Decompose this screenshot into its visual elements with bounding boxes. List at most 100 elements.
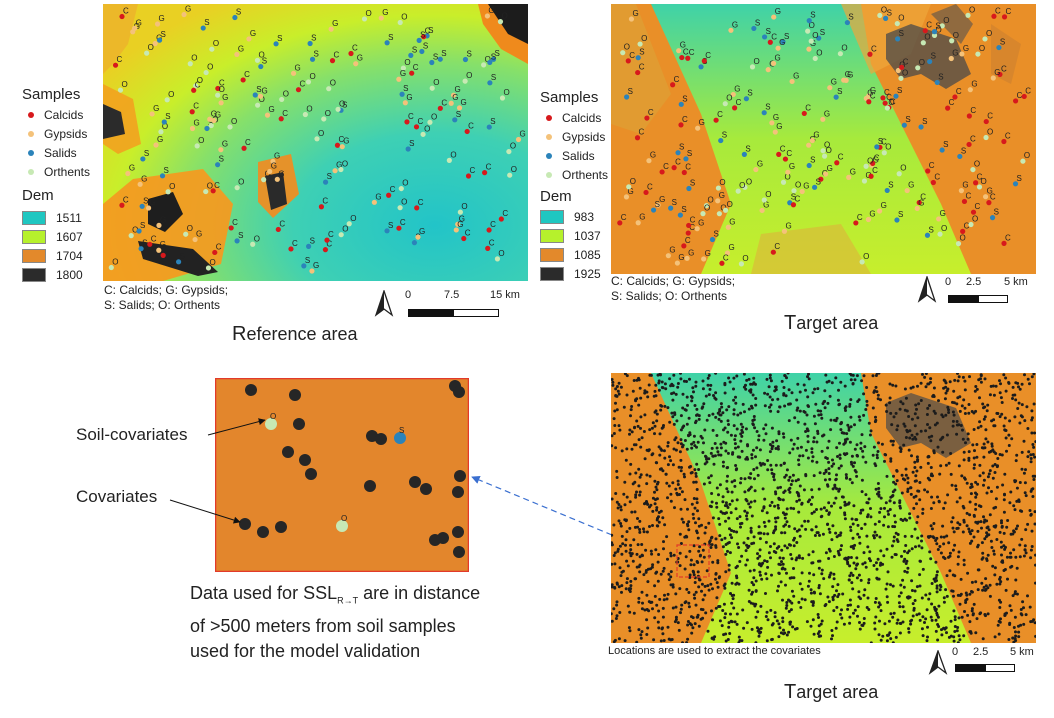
covariate-location-point <box>985 526 989 530</box>
covariate-location-point <box>933 579 937 583</box>
covariate-location-point <box>612 523 616 527</box>
covariate-location-point <box>847 428 851 432</box>
covariate-location-point <box>720 538 724 542</box>
covariate-location-point <box>909 492 913 496</box>
covariate-location-point <box>968 620 972 624</box>
covariate-location-point <box>697 517 701 521</box>
covariate-location-point <box>615 500 619 504</box>
covariate-location-point <box>1000 553 1003 557</box>
covariate-location-point <box>648 428 652 432</box>
covariate-location-point <box>657 445 661 449</box>
covariate-location-point <box>774 525 778 529</box>
covariate-location-point <box>670 392 674 396</box>
covariate-location-point <box>770 638 774 642</box>
covariate-location-point <box>739 481 742 485</box>
covariate-location-point <box>955 402 959 406</box>
gypsids-sample-point: G <box>684 248 694 261</box>
calcids-sample-point: C <box>318 197 328 210</box>
covariate-location-point <box>706 584 710 588</box>
covariate-location-point <box>709 505 713 509</box>
covariate-location-point <box>869 507 872 510</box>
covariate-location-point <box>892 501 896 505</box>
covariate-location-point <box>986 553 990 557</box>
covariate-location-point <box>800 501 804 505</box>
covariate-location-point <box>768 395 772 399</box>
covariate-location-point <box>737 546 741 549</box>
gypsids-sample-point: G <box>456 98 467 111</box>
covariate-location-point <box>667 484 671 488</box>
reference-north-arrow-icon <box>374 290 394 317</box>
covariate-location-point <box>878 510 882 514</box>
covariate-location-point <box>968 500 972 504</box>
svg-text:C: C <box>164 245 170 254</box>
covariate-location-point <box>907 630 911 634</box>
covariate-location-point <box>899 591 903 595</box>
covariate-location-point <box>769 545 772 548</box>
covariate-location-point <box>824 603 828 606</box>
svg-text:G: G <box>870 86 876 95</box>
calcids-sample-point: C <box>713 110 723 123</box>
covariate-location-point <box>866 596 870 600</box>
covariate-location-point <box>1011 594 1015 598</box>
covariate-location-point <box>692 570 696 574</box>
covariate-location-point <box>919 465 923 469</box>
svg-text:O: O <box>924 33 930 42</box>
covariate-location-point <box>886 600 890 604</box>
salids-sample-point: S <box>806 11 816 24</box>
covariate-location-point <box>951 400 954 404</box>
covariate-location-point <box>838 612 842 616</box>
covariate-location-point <box>657 609 661 613</box>
covariate-location-point <box>982 442 986 446</box>
scale-label-start: 0 <box>952 646 959 658</box>
covariate-location-point <box>900 473 904 477</box>
covariate-location-point <box>696 570 700 574</box>
covariate-location-point <box>1002 510 1006 514</box>
covariate-location-point <box>899 517 903 521</box>
covariate-location-point <box>783 567 787 571</box>
salids-sample-point: S <box>816 28 825 41</box>
covariate-location-point <box>1034 553 1036 557</box>
covariate-location-point <box>810 450 814 454</box>
covariate-location-point <box>709 546 713 549</box>
svg-text:C: C <box>195 80 201 89</box>
covariate-location-point <box>908 516 912 520</box>
covariate-location-point <box>810 495 814 499</box>
covariate-location-point <box>639 636 643 640</box>
covariate-location-point <box>655 508 659 512</box>
covariate-location-point <box>665 481 669 485</box>
covariate-location-point <box>628 526 632 530</box>
svg-text:S: S <box>690 179 695 188</box>
covariate-location-point <box>746 443 749 447</box>
covariate-location-point <box>826 401 830 405</box>
covariate-location-point <box>751 448 755 452</box>
covariate-location-point <box>969 492 973 496</box>
covariate-location-point <box>745 543 749 547</box>
orthents-sample-point: O <box>983 127 993 141</box>
covariate-location-point <box>974 491 977 495</box>
salids-sample-point: S <box>309 49 319 62</box>
covariate-location-point <box>638 493 642 497</box>
covariate-location-point <box>767 385 771 389</box>
svg-text:G: G <box>159 14 165 23</box>
covariate-location-point <box>871 453 875 457</box>
covariate-location-point <box>916 384 919 388</box>
svg-text:S: S <box>1017 174 1022 183</box>
covariate-location-point <box>1023 548 1027 552</box>
covariate-location-point <box>1014 479 1018 483</box>
gypsids-sample-point: G <box>328 19 338 32</box>
calcids-sample-point: C <box>686 215 696 229</box>
covariate-location-point <box>886 570 890 574</box>
covariate-location-point <box>973 389 977 393</box>
covariate-location-point <box>863 588 867 592</box>
covariate-location-point <box>869 641 873 643</box>
covariate-location-point <box>744 563 748 567</box>
covariate-location-point <box>815 460 819 464</box>
covariate-location-point <box>803 598 807 602</box>
covariate-location-point <box>1012 548 1016 552</box>
covariate-location-point <box>982 585 986 589</box>
svg-text:O: O <box>867 156 873 165</box>
covariate-location-point <box>935 611 939 615</box>
covariate-location-point <box>994 384 998 388</box>
covariate-location-point <box>782 462 786 465</box>
covariate-location-point <box>907 448 911 452</box>
